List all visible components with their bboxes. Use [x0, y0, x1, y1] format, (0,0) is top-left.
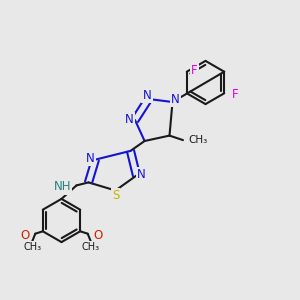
Text: CH₃: CH₃: [82, 242, 100, 252]
Text: F: F: [232, 88, 238, 101]
Text: N: N: [85, 152, 94, 165]
Text: N: N: [171, 93, 180, 106]
Text: F: F: [191, 64, 198, 77]
Text: O: O: [20, 229, 29, 242]
Text: N: N: [137, 168, 146, 182]
Text: N: N: [142, 89, 152, 102]
Text: O: O: [94, 229, 103, 242]
Text: NH: NH: [54, 180, 71, 194]
Text: N: N: [125, 113, 134, 126]
Text: CH₃: CH₃: [23, 242, 41, 252]
Text: S: S: [112, 189, 119, 203]
Text: CH₃: CH₃: [188, 135, 208, 145]
